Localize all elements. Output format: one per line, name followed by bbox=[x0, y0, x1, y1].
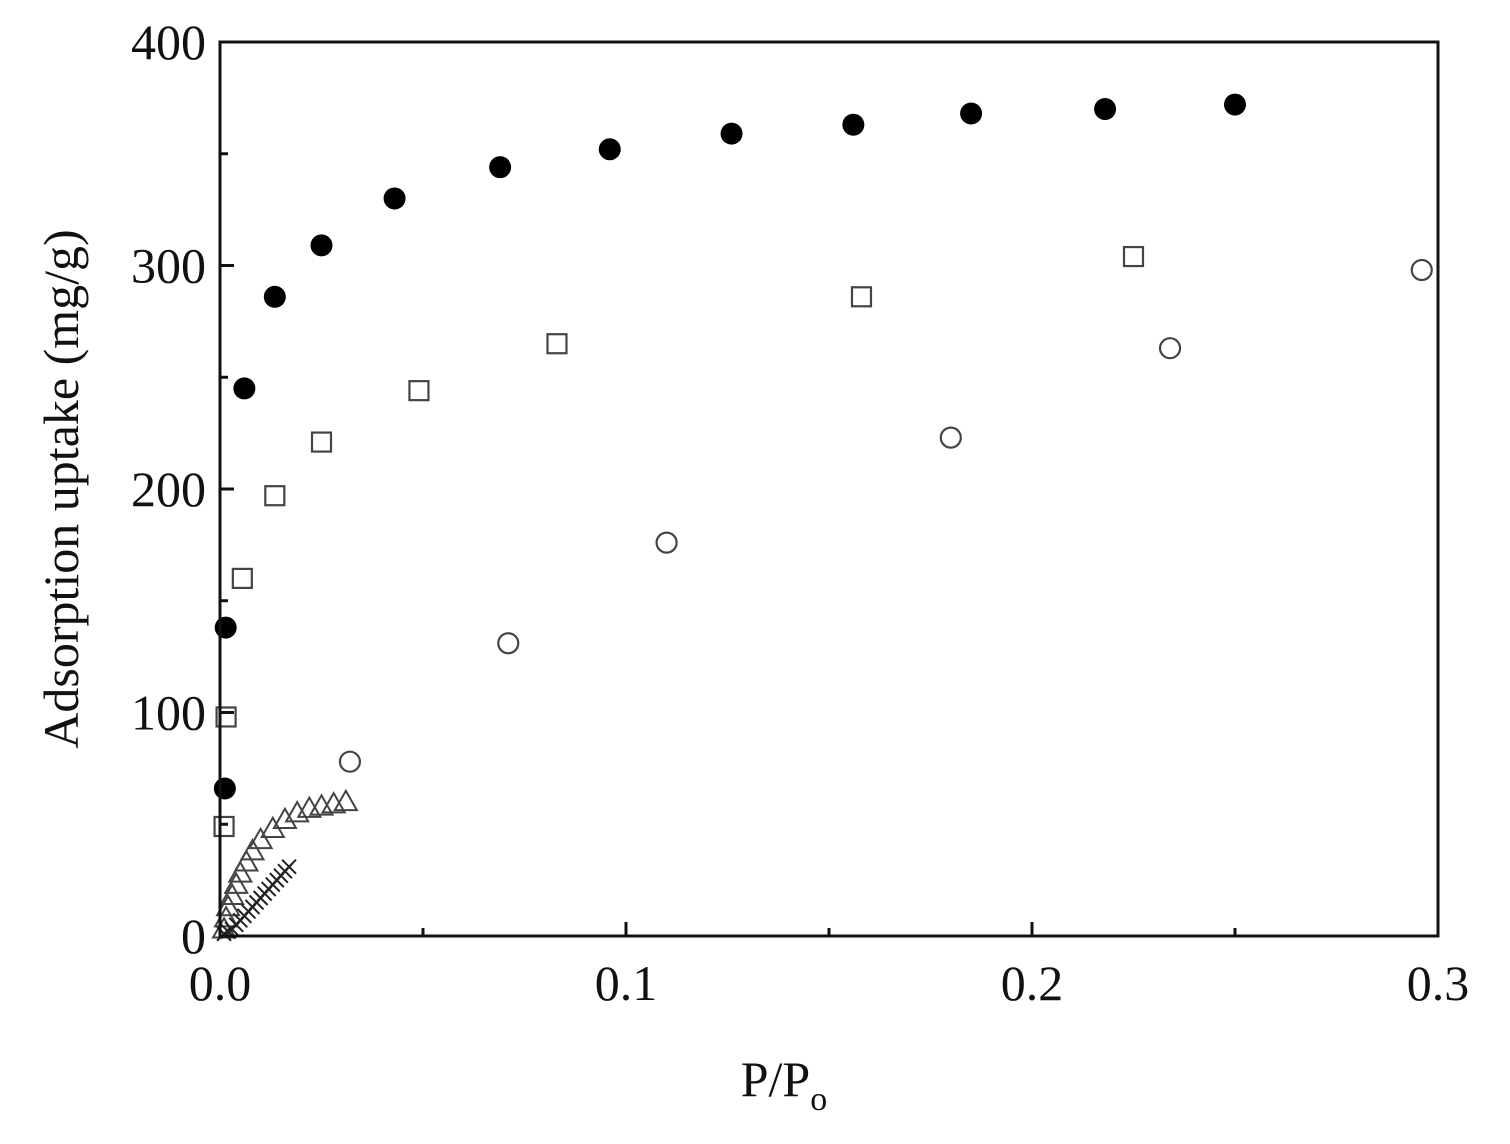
point-filled-circle bbox=[720, 122, 743, 145]
point-filled-circle bbox=[383, 187, 406, 210]
point-filled-circle bbox=[598, 138, 621, 161]
point-open-square bbox=[264, 485, 286, 507]
point-open-triangle bbox=[219, 882, 245, 906]
point-cross bbox=[281, 859, 297, 875]
point-open-triangle bbox=[223, 871, 249, 894]
y-tick-label: 400 bbox=[131, 14, 206, 70]
point-open-triangle bbox=[247, 826, 274, 850]
point-open-triangle bbox=[333, 788, 359, 812]
point-filled-circle bbox=[310, 234, 333, 257]
x-tick-label: 0.0 bbox=[189, 955, 252, 1011]
point-open-square bbox=[850, 286, 873, 308]
point-open-circle bbox=[1158, 337, 1182, 360]
point-filled-circle bbox=[1224, 93, 1246, 116]
point-open-triangle bbox=[227, 860, 254, 883]
x-tick-label: 0.1 bbox=[595, 955, 658, 1011]
point-open-triangle bbox=[239, 838, 266, 861]
y-tick-label: 300 bbox=[131, 238, 206, 294]
y-tick-label: 0 bbox=[181, 908, 206, 964]
point-open-circle bbox=[338, 750, 362, 773]
point-open-circle bbox=[939, 426, 962, 449]
point-filled-circle bbox=[1094, 98, 1117, 121]
x-axis-title: P/Po bbox=[741, 1051, 828, 1118]
point-open-square bbox=[408, 380, 430, 402]
point-open-triangle bbox=[233, 849, 260, 872]
point-filled-circle bbox=[233, 377, 256, 400]
point-open-circle bbox=[655, 531, 678, 554]
point-filled-circle bbox=[263, 285, 286, 308]
cross-stroke bbox=[216, 926, 232, 942]
point-open-triangle bbox=[284, 800, 310, 823]
point-open-circle bbox=[1410, 258, 1433, 282]
y-tick-label: 200 bbox=[131, 461, 206, 517]
axis-ticks: 0.0 0.1 0.2 0.3 0 100 200 300 400 bbox=[131, 14, 1469, 1011]
point-filled-circle bbox=[213, 777, 236, 800]
point-open-triangle bbox=[272, 806, 298, 830]
point-filled-circle bbox=[960, 102, 983, 125]
point-open-square bbox=[231, 567, 253, 590]
point-open-square bbox=[310, 431, 333, 453]
chart-marks bbox=[211, 93, 1433, 942]
x-axis-title-main: P/P bbox=[741, 1051, 811, 1107]
point-filled-circle bbox=[214, 616, 237, 639]
point-open-triangle bbox=[215, 893, 241, 917]
y-tick-label: 100 bbox=[131, 685, 206, 741]
x-axis-title-subscript: o bbox=[810, 1081, 827, 1118]
x-tick-label: 0.2 bbox=[1001, 955, 1064, 1011]
point-open-circle bbox=[497, 632, 520, 655]
y-axis-title: Adsorption uptake (mg/g) bbox=[33, 229, 89, 748]
point-open-square bbox=[546, 333, 568, 355]
cross-stroke bbox=[281, 859, 297, 875]
point-open-square bbox=[1122, 245, 1145, 268]
plot-frame bbox=[218, 40, 1440, 938]
point-filled-circle bbox=[489, 156, 512, 179]
point-filled-circle bbox=[842, 113, 865, 136]
x-tick-label: 0.3 bbox=[1407, 955, 1470, 1011]
point-open-square bbox=[213, 815, 235, 838]
y-axis-title-group: Adsorption uptake (mg/g) bbox=[33, 229, 89, 748]
